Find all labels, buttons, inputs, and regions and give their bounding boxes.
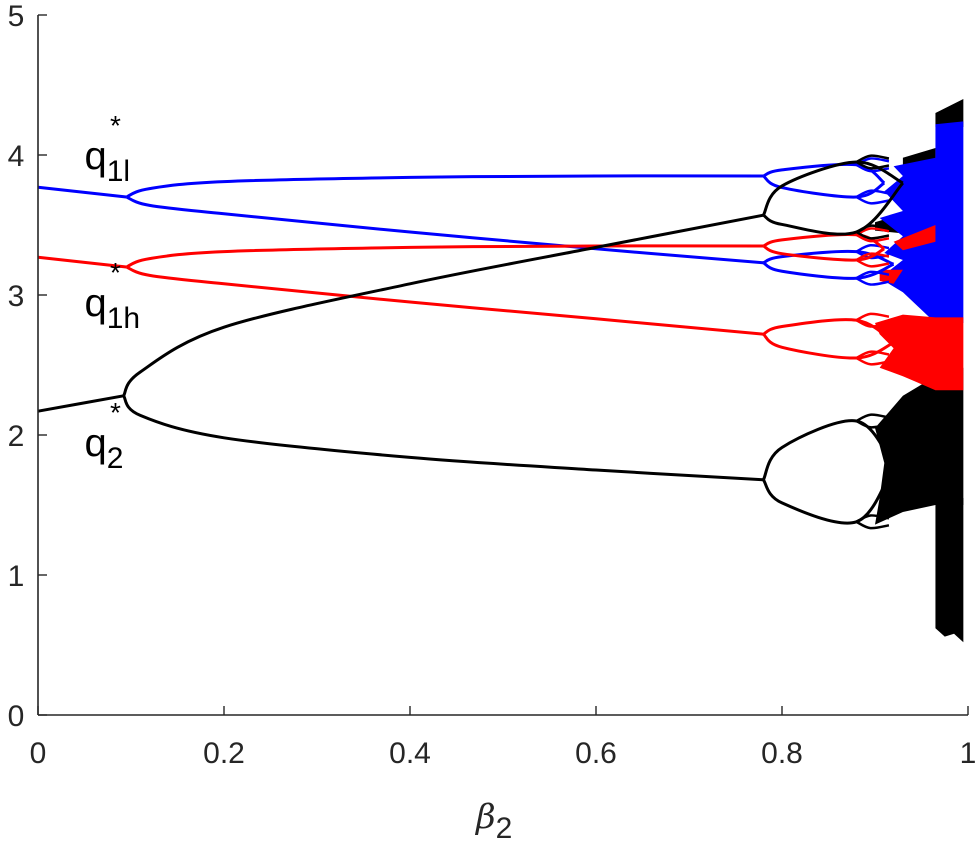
- period-4-branch: [762, 332, 895, 360]
- period-4-branch: [762, 181, 905, 236]
- annotation-subscript: 1h: [107, 302, 140, 335]
- chaotic-band: [875, 314, 964, 391]
- x-axis-title-base: β: [474, 797, 496, 837]
- period-8-branch: [855, 419, 890, 429]
- annotation-superscript: *: [110, 110, 121, 141]
- period-8-branch: [855, 277, 890, 286]
- annotation-base: q: [85, 134, 107, 178]
- series-branch-q1h-star: [125, 244, 764, 269]
- period-8-branch: [855, 356, 890, 366]
- series-branch-q1l-star: [125, 195, 764, 265]
- chaotic-band: [875, 367, 964, 525]
- y-tick-label: 5: [8, 0, 25, 33]
- series-annotation-q1l: q1l: [85, 134, 131, 188]
- y-tick-label: 1: [8, 560, 25, 593]
- period-8-branch: [855, 154, 890, 164]
- period-4-branch: [762, 160, 904, 217]
- series-lines-layer: [37, 174, 764, 482]
- x-tick-label: 1: [960, 737, 975, 770]
- period-8-branch: [855, 520, 890, 530]
- period-8-branch: [855, 350, 890, 360]
- period-4-branch: [762, 318, 895, 344]
- period-8-branch: [855, 319, 890, 328]
- annotation-superscript: *: [110, 397, 121, 428]
- series-branch-q1l-star: [125, 174, 764, 199]
- chaotic-band: [893, 225, 936, 251]
- period-8-branch: [855, 252, 890, 262]
- period-4-branch: [762, 244, 885, 262]
- period-8-branch: [855, 160, 890, 170]
- x-tick-label: 0.4: [389, 737, 431, 770]
- series-branch-q2-star: [122, 394, 764, 482]
- y-tick-label: 3: [8, 280, 25, 313]
- period-8-branch: [855, 514, 890, 523]
- period-8-branch: [855, 243, 890, 253]
- period-8-branch: [855, 230, 890, 240]
- x-tick-label: 0.8: [761, 737, 803, 770]
- axes: 0 0.2 0.4 0.6 0.8 1 0 1 2 3 4 5: [8, 0, 975, 770]
- x-tick-label: 0.6: [575, 737, 617, 770]
- y-tick-label: 2: [8, 420, 25, 453]
- x-tick-label: 0.2: [203, 737, 245, 770]
- series-branch-q2-star: [122, 213, 764, 397]
- period-8-branch: [855, 163, 890, 173]
- annotation-base: q: [85, 281, 107, 325]
- series-annotation-q1h: q1h: [85, 281, 141, 335]
- period-8-branch: [855, 189, 890, 199]
- series-branch-q1h-star: [125, 265, 764, 336]
- chaotic-band: [935, 498, 964, 643]
- series-branch-q2-star: [37, 394, 124, 413]
- y-tick-label: 0: [8, 700, 25, 733]
- annotation-subscript: 1l: [107, 155, 130, 188]
- x-ticks: 0 0.2 0.4 0.6 0.8 1: [30, 706, 975, 770]
- period-4-branch: [762, 464, 895, 525]
- period-4-branch: [762, 419, 895, 481]
- annotation-subscript: 2: [107, 442, 124, 475]
- y-tick-label: 4: [8, 140, 25, 173]
- series-annotation-q2: q2: [85, 421, 124, 475]
- period-8-branch: [855, 258, 890, 268]
- chaotic-band: [935, 99, 964, 127]
- period-8-branch: [855, 413, 890, 423]
- x-tick-label: 0: [30, 737, 47, 770]
- series-annotations: *q1l*q1h*q2: [85, 110, 141, 475]
- series-branch-q1h-star: [37, 255, 127, 269]
- x-axis-title: β2: [474, 797, 512, 842]
- period-4-branch: [762, 162, 886, 185]
- series-branch-q1l-star: [37, 185, 127, 199]
- chaotic-band: [879, 121, 964, 324]
- period-8-branch: [855, 233, 890, 243]
- period-8-branch: [855, 224, 890, 234]
- period-8-branch: [855, 195, 890, 205]
- period-doubling-layer: [762, 154, 905, 530]
- chaotic-region-layer: [875, 99, 964, 643]
- annotation-superscript: *: [110, 257, 121, 288]
- period-8-branch: [855, 270, 890, 280]
- annotation-base: q: [85, 421, 107, 465]
- y-ticks: 0 1 2 3 4 5: [8, 0, 47, 733]
- x-axis-title-subscript: 2: [496, 812, 513, 842]
- period-8-branch: [855, 312, 890, 322]
